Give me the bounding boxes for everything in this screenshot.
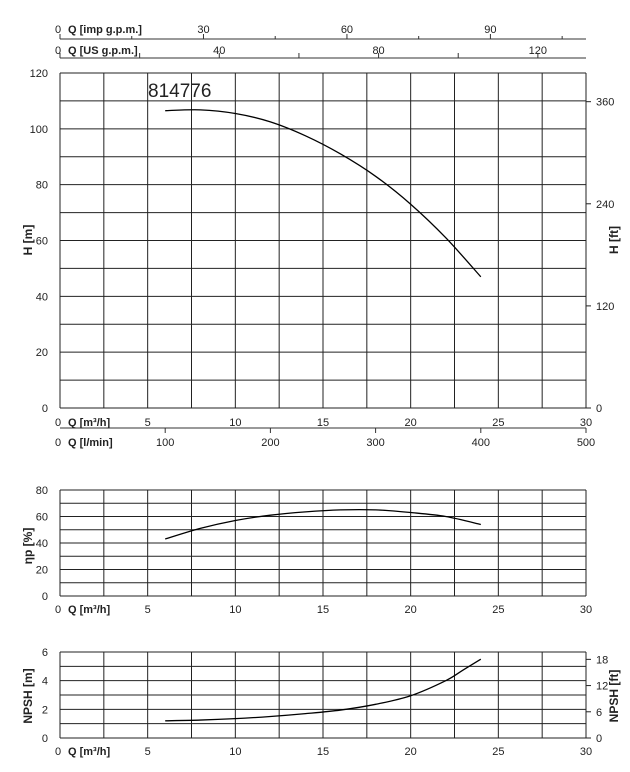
eff-ylabel: ηp [%]	[21, 528, 35, 565]
eff-x-tick-label: 30	[580, 604, 592, 616]
npsh-curve	[165, 658, 482, 722]
head-x-m3h-tick-label: 5	[145, 417, 151, 429]
head-y-tick-label: 80	[36, 180, 48, 192]
head-y2-tick-label: 0	[596, 403, 602, 415]
eff-y-tick-label: 20	[36, 565, 48, 577]
head-ylabel: H [m]	[21, 225, 35, 256]
npsh-y2-tick-label: 18	[596, 654, 608, 666]
npsh-y-tick-label: 4	[42, 676, 48, 688]
eff-x-tick-label: 5	[145, 604, 151, 616]
head-y2-tick-label: 240	[596, 199, 614, 211]
npsh-y2-tick-label: 12	[596, 681, 608, 693]
npsh-y2-tick-label: 6	[596, 707, 602, 719]
npsh-x-tick-label: 10	[229, 746, 241, 758]
head-x-lmin-tick-label: 400	[472, 437, 490, 449]
npsh-ylabel: NPSH [m]	[21, 668, 35, 723]
efficiency-curve	[165, 508, 481, 540]
head-y-tick-label: 120	[30, 68, 48, 80]
npsh-x-tick-label: 15	[317, 746, 329, 758]
eff-y-tick-label: 80	[36, 485, 48, 497]
npsh-x-tick-label: 30	[580, 746, 592, 758]
head-x-m3h-tick-label: 10	[229, 417, 241, 429]
top-axis-us-tick-label: 40	[213, 45, 225, 57]
head-y2-tick-label: 120	[596, 301, 614, 313]
head-y-tick-label: 20	[36, 347, 48, 359]
eff-x-tick-label: 10	[229, 604, 241, 616]
top-axis-imp-tick-label: 30	[197, 24, 209, 36]
npsh-x-zero: 0	[55, 746, 61, 758]
head-y-tick-label: 100	[30, 124, 48, 136]
head-y-tick-label: 60	[36, 236, 48, 248]
head-x-m3h-tick-label: 30	[580, 417, 592, 429]
model-number-label: 814776	[148, 81, 211, 102]
eff-y-tick-label: 60	[36, 512, 48, 524]
top-axis-imp-zero: 0	[55, 24, 61, 36]
head-curve	[165, 109, 482, 278]
head-y-tick-label: 0	[42, 403, 48, 415]
eff-x-tick-label: 25	[492, 604, 504, 616]
eff-x-zero: 0	[55, 604, 61, 616]
eff-x-tick-label: 15	[317, 604, 329, 616]
head-x-m3h-tick-label: 20	[405, 417, 417, 429]
top-axis-us-tick-label: 120	[529, 45, 547, 57]
head-y-tick-label: 40	[36, 291, 48, 303]
npsh-y2-tick-label: 0	[596, 733, 602, 745]
head-x-m3h-tick-label: 15	[317, 417, 329, 429]
head-x-lmin-label: Q [l/min]	[68, 437, 113, 449]
npsh-x-tick-label: 20	[405, 746, 417, 758]
head-y2-tick-label: 360	[596, 97, 614, 109]
npsh-xlabel: Q [m³/h]	[68, 746, 110, 758]
eff-y-tick-label: 40	[36, 538, 48, 550]
head-x-lmin-tick-label: 100	[156, 437, 174, 449]
head-x-lmin-zero: 0	[55, 437, 61, 449]
top-axis-us-tick-label: 80	[372, 45, 384, 57]
npsh-x-tick-label: 5	[145, 746, 151, 758]
npsh-y-tick-label: 0	[42, 733, 48, 745]
npsh-y-tick-label: 6	[42, 647, 48, 659]
npsh-x-tick-label: 25	[492, 746, 504, 758]
top-axis-imp-tick-label: 60	[341, 24, 353, 36]
top-axis-imp-tick-label: 90	[484, 24, 496, 36]
eff-y-tick-label: 0	[42, 591, 48, 603]
top-axis-imp-label: Q [imp g.p.m.]	[68, 24, 142, 36]
head-x-m3h-tick-label: 25	[492, 417, 504, 429]
head-x-m3h-zero: 0	[55, 417, 61, 429]
eff-xlabel: Q [m³/h]	[68, 604, 110, 616]
head-x-m3h-label: Q [m³/h]	[68, 417, 110, 429]
head-y2label: H [ft]	[607, 226, 621, 254]
head-x-lmin-tick-label: 200	[261, 437, 279, 449]
head-x-lmin-tick-label: 500	[577, 437, 595, 449]
top-axis-us-label: Q [US g.p.m.]	[68, 45, 138, 57]
top-axis-us-zero: 0	[55, 45, 61, 57]
eff-x-tick-label: 20	[405, 604, 417, 616]
npsh-y-tick-label: 2	[42, 704, 48, 716]
npsh-y2label: NPSH [ft]	[607, 670, 621, 723]
head-x-lmin-tick-label: 300	[366, 437, 384, 449]
